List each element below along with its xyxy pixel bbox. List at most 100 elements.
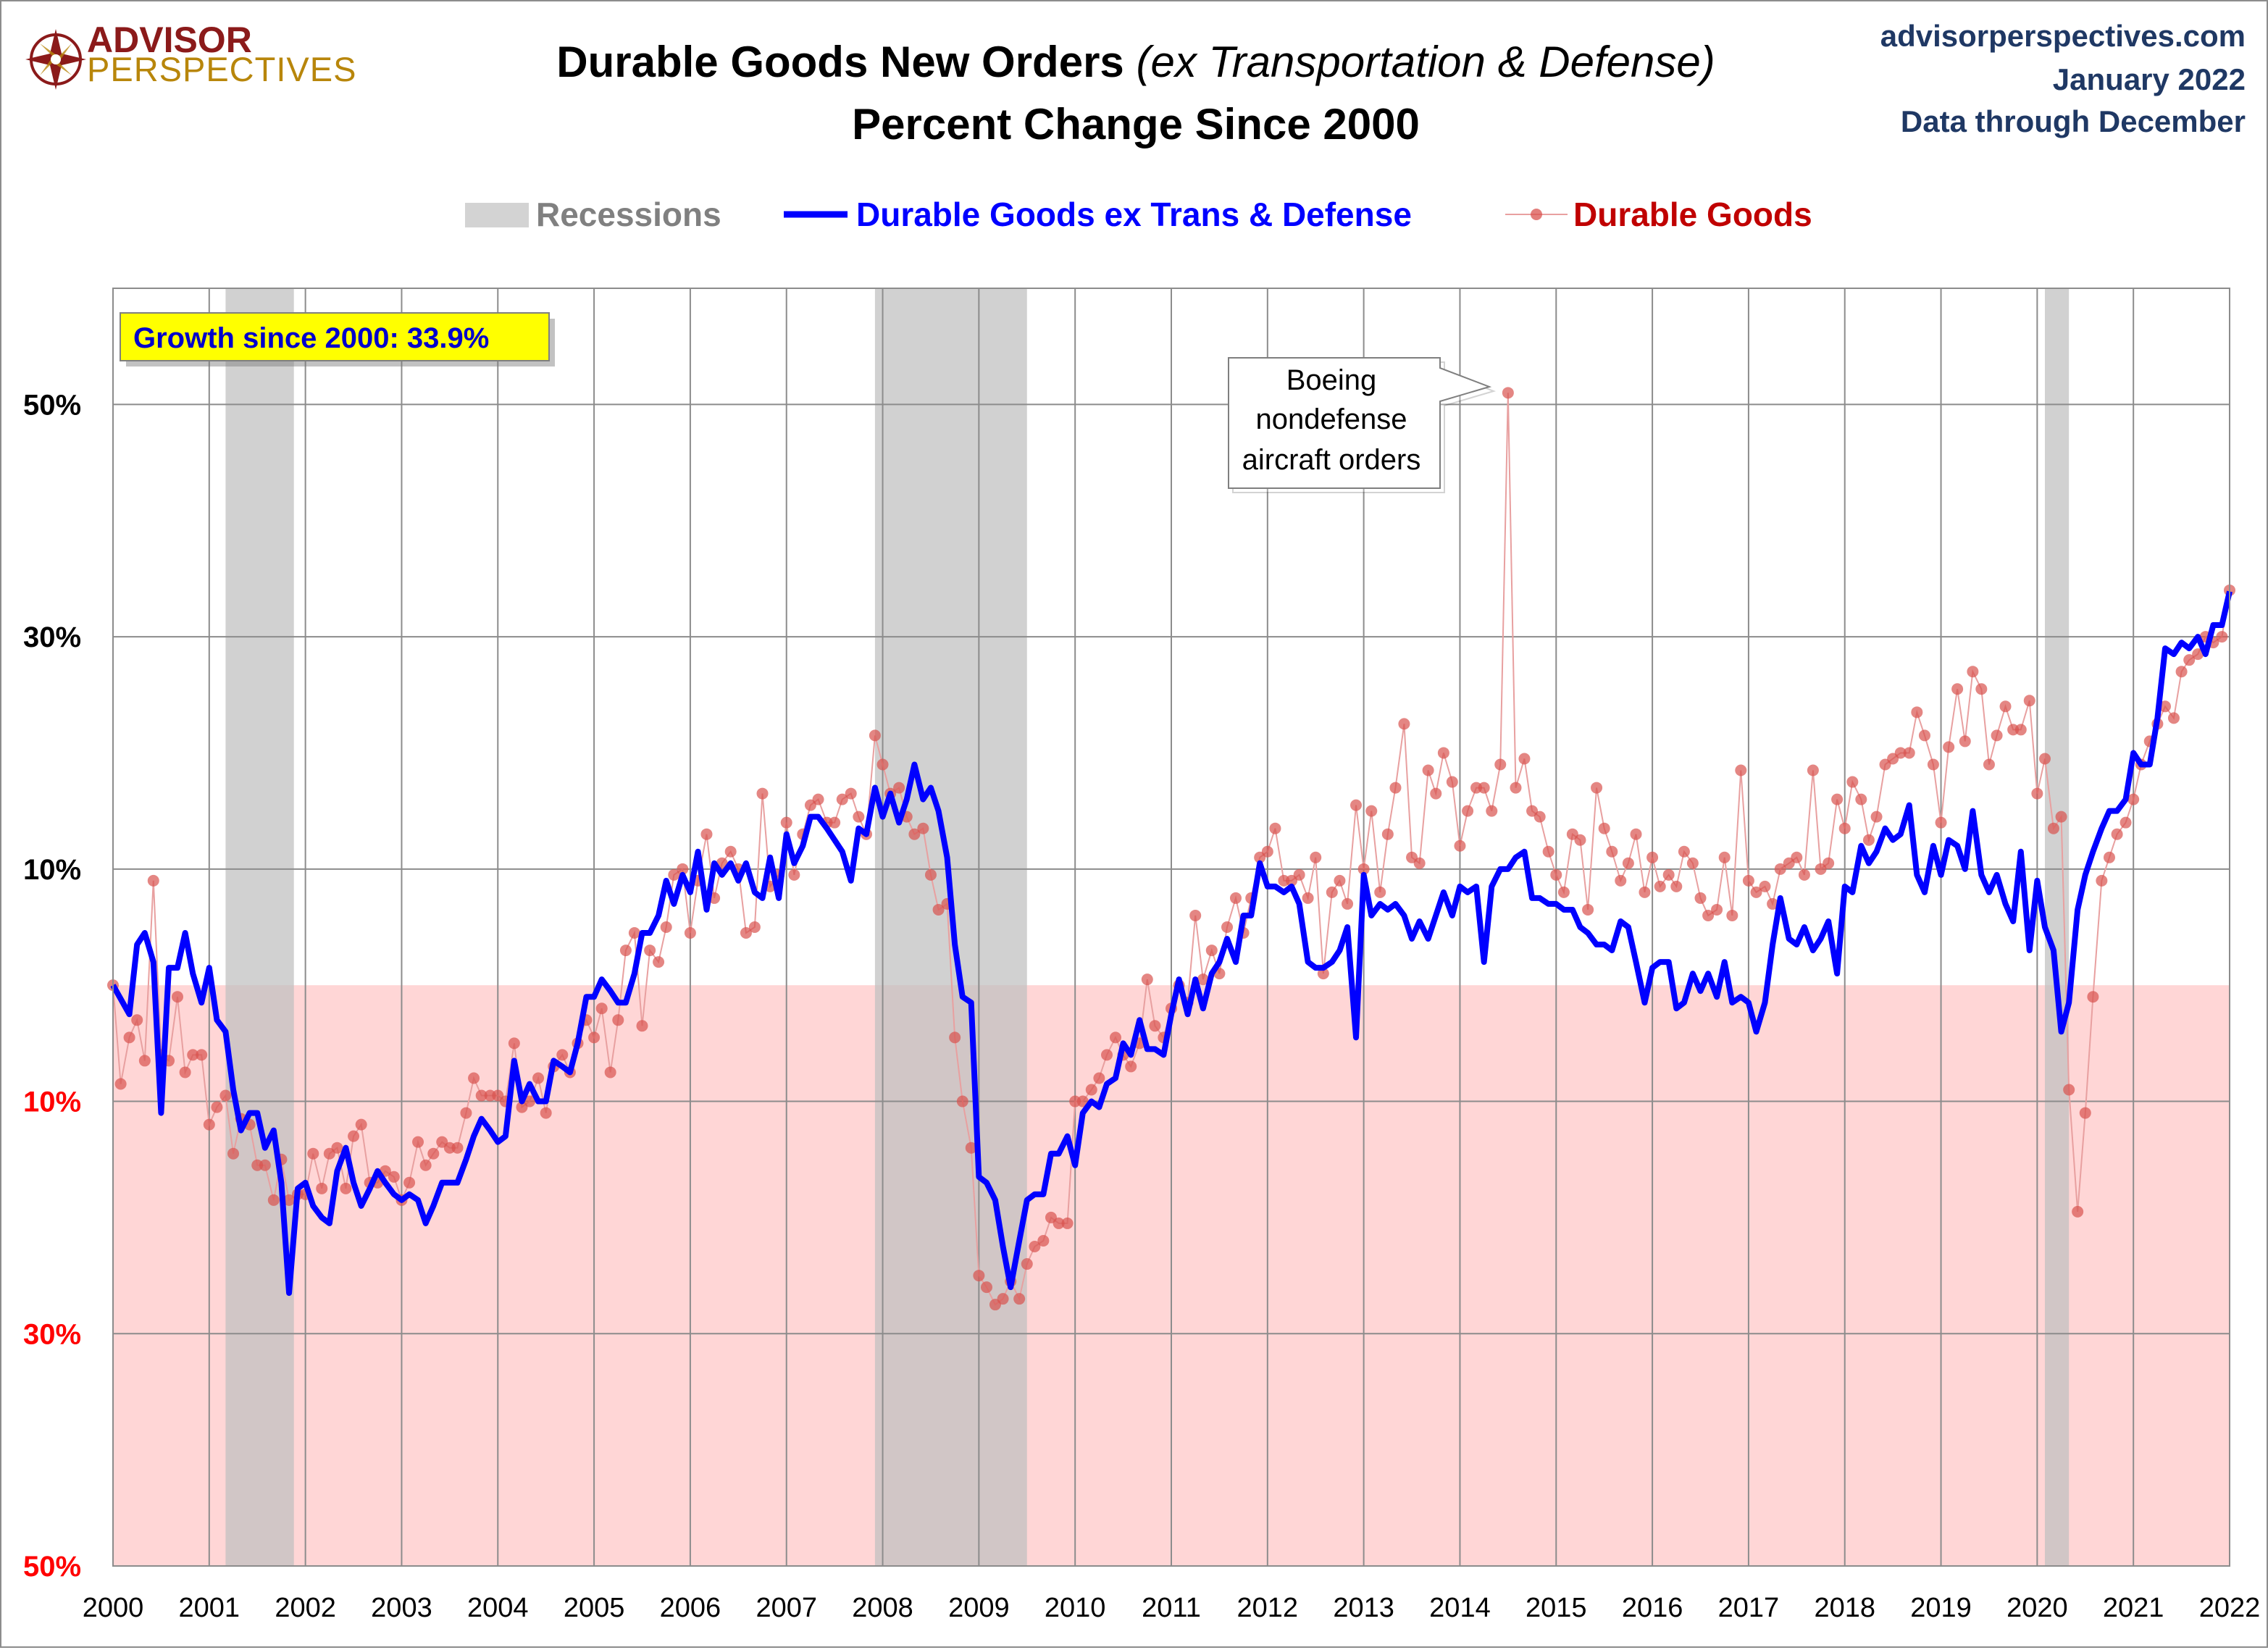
durable-goods-point: [460, 1107, 472, 1119]
durable-goods-point: [1542, 845, 1554, 858]
durable-goods-point: [1125, 1060, 1137, 1073]
durable-goods-point: [1654, 880, 1666, 892]
durable-goods-point: [829, 816, 841, 829]
durable-goods-point: [1261, 845, 1273, 858]
durable-goods-point: [1437, 747, 1449, 759]
durable-goods-point: [1326, 886, 1338, 898]
compass-icon: [25, 29, 86, 90]
durable-goods-point: [876, 758, 889, 771]
durable-goods-point: [780, 816, 792, 829]
durable-goods-point: [1430, 787, 1442, 800]
durable-goods-point: [1021, 1258, 1033, 1270]
durable-goods-point: [331, 1142, 343, 1154]
durable-goods-point: [644, 945, 656, 957]
durable-goods-point: [532, 1072, 545, 1084]
durable-goods-point: [1591, 782, 1603, 794]
durable-goods-point: [677, 863, 689, 875]
durable-goods-point: [619, 945, 632, 957]
durable-goods-point: [2127, 793, 2140, 805]
durable-goods-point: [2216, 631, 2228, 643]
durable-goods-point: [1478, 782, 1490, 794]
durable-goods-point: [1550, 868, 1562, 881]
durable-goods-point: [1935, 816, 1947, 829]
durable-goods-point: [1759, 880, 1771, 892]
durable-goods-point: [2120, 816, 2132, 829]
durable-goods-point: [307, 1147, 319, 1160]
durable-goods-point: [1486, 805, 1498, 817]
recession-band-2: [2044, 288, 2070, 1566]
durable-goods-point: [2014, 724, 2027, 736]
durable-goods-point: [1422, 764, 1434, 776]
durable-goods-point: [1462, 805, 1474, 817]
durable-goods-point: [556, 1049, 569, 1061]
growth-box-bg: [120, 312, 550, 361]
growth-text: Growth since 2000: 33.9%: [133, 322, 489, 354]
durable-goods-point: [1205, 945, 1218, 957]
durable-goods-point: [1365, 805, 1378, 817]
x-tick-label-2008: 2008: [852, 1593, 913, 1623]
durable-goods-point: [908, 828, 921, 840]
durable-goods-point: [1615, 874, 1627, 887]
durable-goods-point: [1742, 874, 1754, 887]
x-tick-label-2021: 2021: [2103, 1593, 2164, 1623]
durable-goods-point: [2038, 753, 2051, 765]
durable-goods-point: [1606, 845, 1618, 858]
durable-goods-point: [403, 1176, 416, 1189]
x-tick-label-2007: 2007: [756, 1593, 817, 1623]
x-tick-label-2004: 2004: [467, 1593, 529, 1623]
durable-goods-point: [2031, 787, 2043, 800]
y-tick-label-5: 50%: [23, 1551, 81, 1583]
durable-goods-point: [853, 811, 865, 823]
durable-goods-point: [1999, 700, 2012, 713]
durable-goods-point: [316, 1182, 328, 1194]
durable-goods-point: [1846, 776, 1859, 788]
durable-goods-point: [1670, 880, 1683, 892]
durable-goods-point: [812, 793, 824, 805]
durable-goods-point: [1398, 718, 1410, 730]
y-tick-label-4: 30%: [23, 1318, 81, 1350]
durable-goods-point: [1101, 1049, 1113, 1061]
durable-goods-point: [1967, 666, 1979, 678]
chart-title-bold: Durable Goods New Orders: [556, 38, 1136, 86]
durable-goods-point: [1959, 735, 1971, 747]
durable-goods-point: [1454, 839, 1466, 852]
durable-goods-point: [1502, 387, 1514, 399]
data-through: Data through December: [1901, 104, 2246, 138]
durable-goods-point: [1357, 863, 1370, 875]
x-tick-label-2003: 2003: [371, 1593, 432, 1623]
x-tick-label-2014: 2014: [1429, 1593, 1491, 1623]
durable-goods-point: [203, 1118, 215, 1131]
publish-date: January 2022: [2053, 62, 2246, 96]
durable-goods-point: [468, 1072, 480, 1084]
durable-goods-point: [660, 921, 672, 933]
durable-goods-point: [1855, 793, 1867, 805]
x-tick-label-2020: 2020: [2007, 1593, 2068, 1623]
durable-goods-point: [1189, 909, 1202, 921]
durable-goods-point: [219, 1089, 232, 1102]
durable-goods-point: [196, 1049, 208, 1061]
x-tick-label-2016: 2016: [1622, 1593, 1683, 1623]
durable-goods-point: [1149, 1020, 1161, 1032]
x-tick-label-2009: 2009: [948, 1593, 1010, 1623]
logo: ADVISOR PERSPECTIVES: [25, 20, 356, 90]
chart-subtitle: Percent Change Since 2000: [852, 100, 1420, 148]
durable-goods-point: [340, 1182, 352, 1194]
logo-line1: ADVISOR: [87, 20, 252, 60]
durable-goods-point: [114, 1078, 127, 1090]
durable-goods-point: [924, 868, 937, 881]
durable-goods-point: [932, 903, 945, 916]
durable-goods-point: [1711, 903, 1723, 916]
durable-goods-point: [1718, 851, 1731, 863]
y-tick-label-3: 10%: [23, 1086, 81, 1118]
durable-goods-point: [419, 1159, 432, 1171]
durable-goods-point: [1533, 811, 1546, 823]
durable-goods-point: [1221, 921, 1234, 933]
durable-goods-point: [2047, 822, 2059, 834]
durable-goods-point: [508, 1037, 520, 1050]
durable-goods-point: [1694, 892, 1707, 904]
recession-band-0: [225, 288, 294, 1566]
durable-goods-point: [2175, 666, 2188, 678]
durable-goods-point: [1141, 973, 1153, 986]
